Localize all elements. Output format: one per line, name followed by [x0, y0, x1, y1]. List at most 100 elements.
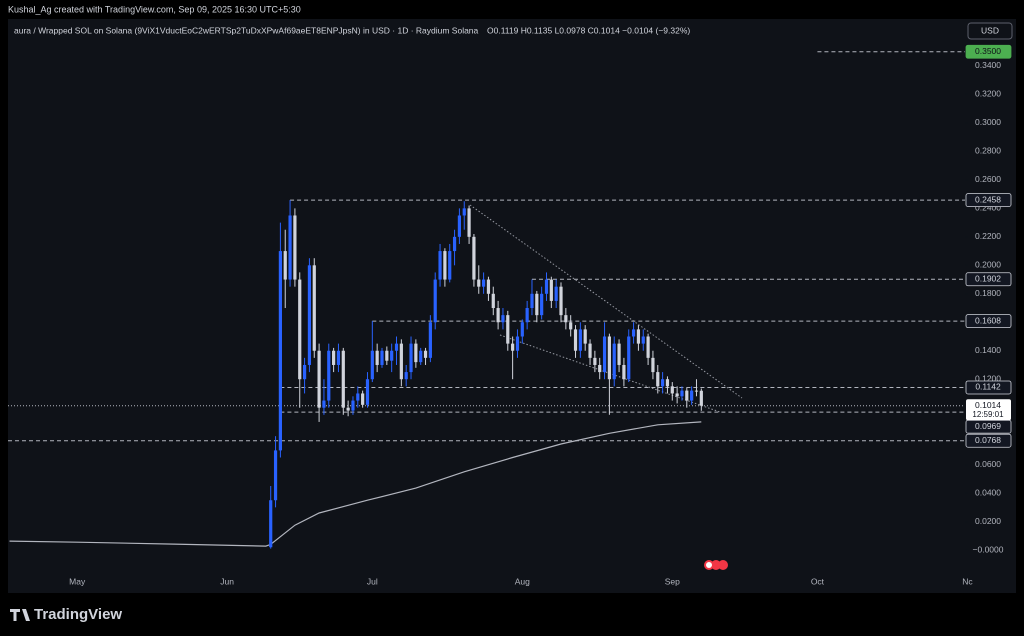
candle-body	[365, 379, 370, 405]
y-tick-label: 0.3200	[975, 89, 1001, 99]
level-label-box	[965, 314, 1012, 329]
candle-body	[564, 315, 568, 323]
candle-body	[559, 286, 563, 316]
candle-body	[661, 379, 665, 387]
candle-body	[530, 293, 534, 309]
candle-body	[544, 279, 549, 294]
candle-body	[351, 400, 355, 411]
candle-body	[699, 390, 703, 406]
candle-body	[569, 322, 573, 330]
currency-box[interactable]	[967, 22, 1013, 40]
y-tick-label: 0.1400	[975, 345, 1001, 355]
candle-body	[361, 393, 365, 405]
y-tick-label: 0.2000	[975, 260, 1001, 270]
candle-body	[593, 357, 597, 365]
level-label: 0.1608	[975, 315, 1001, 325]
candle-body	[273, 450, 278, 501]
candle-body	[496, 308, 500, 323]
candle-body	[511, 343, 515, 351]
candle-body	[641, 336, 645, 344]
level-label-box	[965, 380, 1012, 395]
candle-body	[617, 343, 621, 365]
candle-body	[317, 350, 321, 408]
candle-body	[438, 251, 442, 280]
candle-body	[612, 343, 616, 380]
level-label-box	[965, 433, 1012, 448]
x-tick-label: Oct	[811, 576, 825, 586]
candle-body	[457, 215, 462, 237]
candle-body	[602, 336, 607, 373]
candle-body	[370, 350, 374, 380]
candle-body	[375, 350, 379, 365]
candle-body	[346, 407, 350, 411]
candle-body	[380, 350, 384, 365]
candle-body	[269, 500, 273, 548]
candle-body	[390, 350, 394, 361]
ohlc-legend: O0.1119 H0.1135 L0.0978 C0.1014 −0.0104 …	[487, 25, 690, 35]
candle-body	[515, 336, 520, 351]
candle-body	[491, 293, 495, 309]
candle-body	[651, 357, 655, 373]
candle-body	[293, 215, 297, 280]
level-label: 0.0969	[975, 421, 1001, 431]
candle-body	[656, 372, 660, 387]
x-tick-label: Sep	[665, 576, 680, 586]
candle-body	[520, 322, 524, 337]
y-tick-label: 0.2800	[975, 146, 1001, 156]
x-tick-label: May	[69, 576, 86, 586]
candle-body	[690, 390, 694, 401]
candle-body	[501, 315, 505, 323]
candle-body	[404, 372, 408, 380]
candle-body	[549, 279, 553, 301]
candle-body	[685, 390, 689, 401]
level-label-box	[965, 44, 1012, 59]
x-tick-label: Jun	[220, 576, 234, 586]
level-label: 0.2458	[975, 194, 1001, 204]
candle-body	[680, 390, 684, 397]
candle-body	[627, 336, 631, 380]
candle-body	[448, 251, 452, 280]
credit: Kushal_Ag created with TradingView.com, …	[8, 4, 301, 14]
candle-body	[443, 251, 447, 280]
y-tick-label: 0.3000	[975, 117, 1001, 127]
candle-body	[573, 329, 578, 351]
x-tick-label: Jul	[367, 576, 378, 586]
y-tick-label: 0.2200	[975, 231, 1001, 241]
y-tick-label: 0.1200	[975, 373, 1001, 383]
currency[interactable]: USD	[981, 25, 999, 35]
candle-body	[322, 400, 326, 408]
candle-body	[646, 336, 650, 358]
candle-body	[336, 350, 341, 365]
trendline-upper	[469, 204, 743, 399]
level-label-box	[965, 193, 1012, 208]
logo: TradingView	[10, 606, 122, 623]
candle-body	[428, 322, 432, 358]
candle-body	[433, 279, 437, 323]
candle-body	[356, 393, 360, 401]
y-tick-label: 0.1800	[975, 288, 1001, 298]
candle-body	[472, 236, 476, 280]
last-price-box	[966, 399, 1011, 421]
y-tick-label: 0.0400	[975, 487, 1001, 497]
countdown: 12:59:01	[972, 410, 1004, 419]
candle-body	[540, 293, 544, 316]
candle-body	[554, 286, 558, 301]
logo-text: TradingView	[34, 606, 122, 623]
candle-body	[423, 350, 428, 358]
candle-body	[535, 293, 539, 316]
candle-body	[302, 364, 307, 380]
candle-body	[665, 379, 670, 387]
y-tick-label: 0.0600	[975, 459, 1001, 469]
event-flags[interactable]	[704, 560, 728, 570]
moving-average	[9, 421, 702, 547]
candle-body	[607, 336, 611, 380]
candle-body	[467, 208, 471, 237]
level-label: 0.0768	[975, 435, 1001, 445]
candle-body	[385, 350, 389, 361]
candle-body	[419, 350, 423, 363]
y-tick-label: 0.2600	[975, 174, 1001, 184]
candle-body	[583, 329, 587, 344]
chart-panel	[8, 19, 1016, 593]
candle-body	[462, 208, 466, 216]
